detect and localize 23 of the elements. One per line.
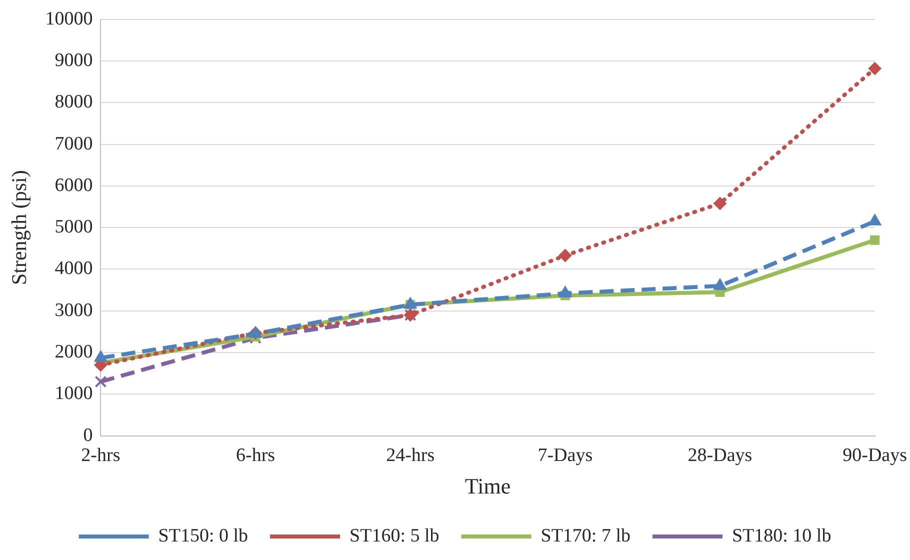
y-tick-label: 2000 <box>54 342 93 363</box>
y-tick-label: 6000 <box>54 174 93 196</box>
y-tick-label: 10000 <box>45 8 93 30</box>
x-axis-title: Time <box>464 474 511 499</box>
y-tick-label: 0 <box>83 424 93 446</box>
y-axis-title: Strength (psi) <box>7 170 32 286</box>
y-tick-label: 7000 <box>54 133 93 154</box>
x-tick-label: 90-Days <box>842 445 908 466</box>
x-tick-label: 6-hrs <box>236 445 276 466</box>
y-tick-label: 8000 <box>54 92 93 113</box>
y-tick-label: 9000 <box>54 50 93 72</box>
y-tick-label: 3000 <box>54 300 93 321</box>
x-tick-label: 24-hrs <box>386 445 435 466</box>
y-tick-label: 1000 <box>54 383 93 404</box>
legend-label: ST170: 7 lb <box>540 525 630 546</box>
legend-label: ST160: 5 lb <box>350 525 440 546</box>
legend-label: ST150: 0 lb <box>158 525 248 546</box>
x-tick-label: 7-Days <box>538 445 593 466</box>
x-tick-label: 28-Days <box>688 445 752 466</box>
y-tick-label: 4000 <box>54 258 93 280</box>
x-tick-label: 2-hrs <box>81 445 120 466</box>
y-tick-label: 5000 <box>54 216 93 238</box>
legend-label: ST180: 10 lb <box>732 525 832 546</box>
